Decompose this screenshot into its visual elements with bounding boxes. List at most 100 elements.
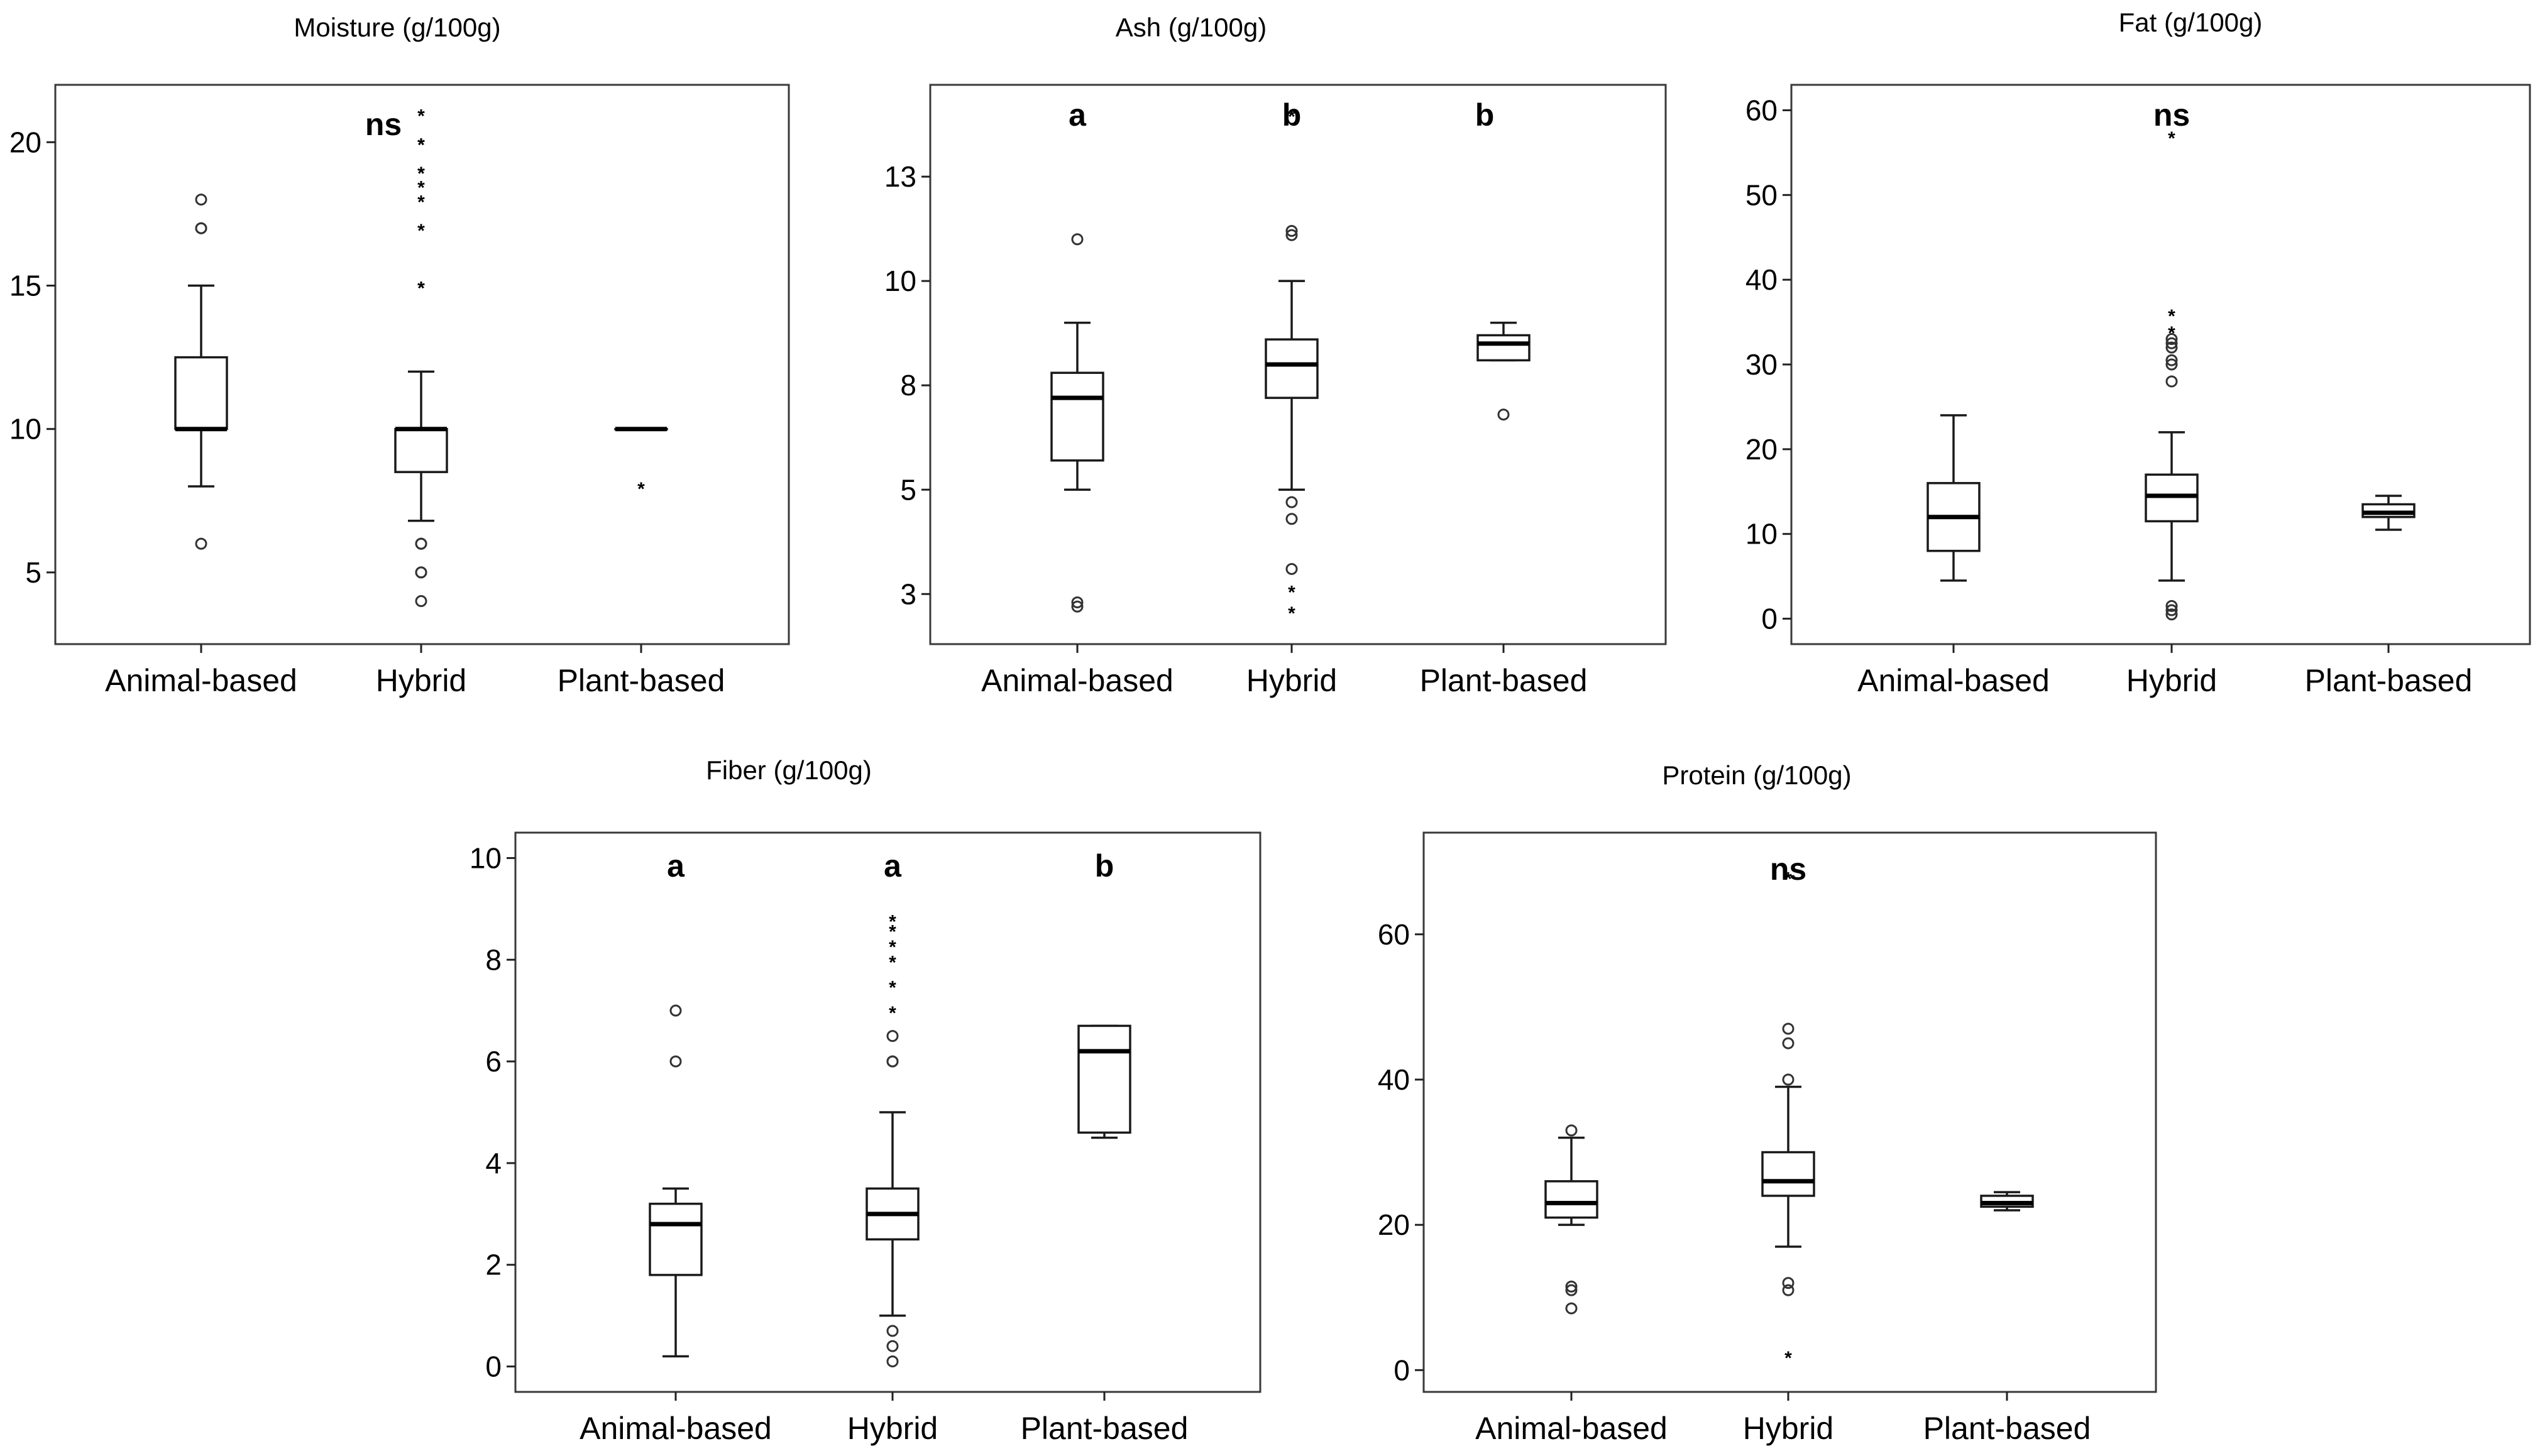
- extreme-point: *: [417, 163, 425, 184]
- outlier-point: [2165, 604, 2178, 616]
- box-hybrid: **********: [394, 106, 448, 608]
- box-plant-based: [1980, 1191, 2034, 1212]
- y-tick-label: 10: [884, 265, 916, 297]
- y-tick-label: 20: [1378, 1208, 1410, 1241]
- y-tick-label: 4: [485, 1147, 502, 1180]
- box-plant-based: *: [614, 427, 668, 500]
- extreme-point: *: [889, 978, 896, 999]
- significance-letter: a: [884, 848, 902, 884]
- extreme-point: *: [417, 192, 425, 213]
- extreme-point: *: [1784, 1348, 1792, 1369]
- extreme-point: *: [889, 952, 896, 973]
- chart-panel-1: Moisture (g/100g) 5 10 15 20 Animal-based Hybr…: [9, 13, 790, 698]
- iqr-box: [1265, 338, 1319, 399]
- extreme-point: *: [2168, 323, 2175, 344]
- box-animal-based: [1927, 414, 1981, 582]
- significance-letter: b: [1475, 97, 1495, 133]
- extreme-point: *: [1784, 868, 1792, 889]
- outlier-point: [195, 537, 207, 550]
- x-tick-label: Animal-based: [1475, 1411, 1668, 1446]
- outlier-point: [1565, 1302, 1578, 1315]
- y-tick-label: 6: [485, 1045, 502, 1078]
- box-plant-based: [2361, 495, 2416, 531]
- chart-title: Moisture (g/100g): [294, 13, 500, 42]
- plot-frame: [514, 831, 1262, 1393]
- iqr-box: [1077, 1024, 1131, 1134]
- chart-panel-4: Fiber (g/100g) 0 2 4 6 8 10 Animal-based Hybrid P…: [470, 755, 1262, 1446]
- x-tick-label: Animal-based: [981, 663, 1174, 698]
- y-tick-label: 2: [485, 1249, 502, 1281]
- outlier-point: [2165, 375, 2178, 388]
- outlier-point: [886, 1030, 899, 1043]
- x-tick-label: Hybrid: [1743, 1411, 1833, 1446]
- extreme-point: *: [417, 278, 425, 298]
- y-tick-label: 10: [9, 413, 41, 446]
- outlier-point: [1071, 596, 1084, 609]
- outlier-point: [1782, 1022, 1795, 1035]
- chart-title: Ash (g/100g): [1116, 13, 1267, 42]
- outlier-point: [2165, 599, 2178, 612]
- x-tick-label: Hybrid: [847, 1411, 938, 1446]
- x-tick-label: Plant-based: [2305, 663, 2473, 698]
- outlier-point: [195, 194, 207, 206]
- extreme-point: *: [417, 134, 425, 155]
- outlier-point: [669, 1055, 682, 1068]
- x-tick-label: Plant-based: [558, 663, 725, 698]
- extreme-point: *: [2168, 306, 2175, 327]
- box-animal-based: [174, 194, 228, 550]
- outlier-point: [1565, 1280, 1578, 1293]
- extreme-point: *: [1288, 106, 1295, 127]
- chart-panel-2: Ash (g/100g) 3 5 8 10 13 Animal-based Hybrid Pla…: [884, 13, 1667, 698]
- outlier-point: [1497, 408, 1510, 421]
- x-tick-label: Hybrid: [2126, 663, 2217, 698]
- y-tick-label: 5: [25, 556, 41, 589]
- plot-frame: [929, 84, 1667, 645]
- y-tick-label: 3: [900, 577, 916, 610]
- chart-panel-3: Fat (g/100g) 0 10 20 30 40 50 60 Animal-based Hyb…: [1745, 8, 2531, 698]
- outlier-point: [886, 1340, 899, 1352]
- box-animal-based: [1050, 233, 1104, 613]
- outlier-point: [415, 537, 427, 550]
- y-tick-label: 20: [9, 126, 41, 158]
- outlier-point: [1071, 600, 1084, 613]
- outlier-point: [1565, 1284, 1578, 1296]
- chart-title: Fiber (g/100g): [706, 755, 872, 785]
- outlier-point: [1565, 1124, 1578, 1137]
- y-tick-label: 0: [1761, 603, 1778, 635]
- chart-title: Protein (g/100g): [1662, 760, 1851, 790]
- box-hybrid: ***: [2145, 128, 2199, 621]
- iqr-box: [1544, 1180, 1598, 1219]
- x-tick-label: Hybrid: [376, 663, 466, 698]
- iqr-box: [1050, 371, 1104, 462]
- outlier-point: [1285, 229, 1298, 241]
- iqr-box: [1761, 1151, 1815, 1197]
- extreme-point: *: [889, 937, 896, 958]
- significance-letter: a: [667, 848, 685, 884]
- significance-letter: b: [1282, 97, 1302, 133]
- extreme-point: *: [889, 1003, 896, 1024]
- box-hybrid: ***: [1265, 106, 1319, 624]
- box-hybrid: ******: [866, 912, 920, 1367]
- outlier-point: [1285, 224, 1298, 237]
- significance-label: ns: [2153, 97, 2190, 133]
- y-tick-label: 50: [1745, 178, 1778, 211]
- plot-frame: [1422, 831, 2157, 1393]
- chart-title: Fat (g/100g): [2119, 8, 2263, 37]
- outlier-point: [1782, 1037, 1795, 1049]
- x-tick-label: Animal-based: [105, 663, 297, 698]
- iqr-box: [649, 1202, 703, 1276]
- significance-label: ns: [365, 107, 402, 142]
- outlier-point: [886, 1325, 899, 1337]
- significance-letter: b: [1095, 848, 1114, 884]
- box-plant-based: [1476, 321, 1531, 421]
- outlier-point: [415, 566, 427, 579]
- outlier-point: [2165, 358, 2178, 371]
- outlier-point: [2165, 333, 2178, 346]
- extreme-point: *: [637, 479, 645, 500]
- y-tick-label: 40: [1745, 263, 1778, 296]
- box-animal-based: [1544, 1124, 1598, 1315]
- outlier-point: [1782, 1277, 1795, 1289]
- box-animal-based: [649, 1004, 703, 1358]
- outlier-point: [415, 595, 427, 608]
